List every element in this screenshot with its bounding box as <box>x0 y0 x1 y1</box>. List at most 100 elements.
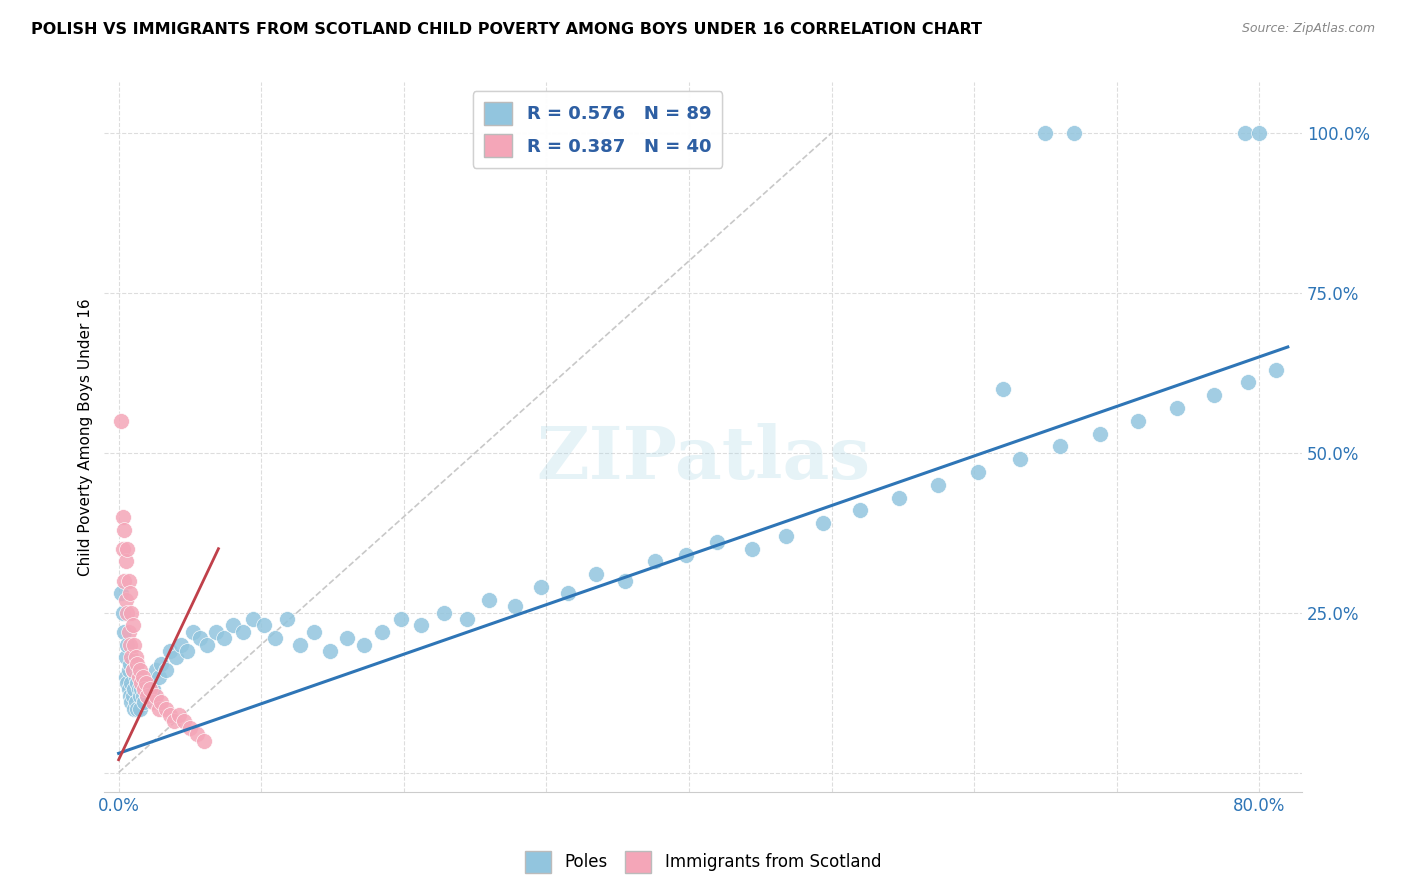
Point <box>557 586 579 600</box>
Point <box>991 382 1014 396</box>
Point <box>456 612 478 626</box>
Point <box>122 663 145 677</box>
Point <box>1063 126 1085 140</box>
Point <box>371 624 394 639</box>
Point <box>195 638 218 652</box>
Point <box>336 632 359 646</box>
Point <box>530 580 553 594</box>
Point <box>173 714 195 729</box>
Point <box>121 606 143 620</box>
Point <box>118 586 141 600</box>
Point <box>117 663 139 677</box>
Point <box>129 689 152 703</box>
Point <box>121 676 143 690</box>
Point <box>124 701 146 715</box>
Point <box>111 541 134 556</box>
Point <box>706 535 728 549</box>
Point <box>148 701 170 715</box>
Point <box>122 618 145 632</box>
Point <box>117 574 139 588</box>
Point <box>318 644 340 658</box>
Point <box>134 682 156 697</box>
Point <box>139 682 162 697</box>
Point <box>128 670 150 684</box>
Point <box>478 592 501 607</box>
Point <box>128 682 150 697</box>
Point <box>118 657 141 671</box>
Point <box>849 503 872 517</box>
Point <box>1234 126 1257 140</box>
Point <box>129 663 152 677</box>
Point <box>114 670 136 684</box>
Point <box>1237 376 1260 390</box>
Point <box>409 618 432 632</box>
Point <box>253 618 276 632</box>
Point <box>125 670 148 684</box>
Point <box>110 414 132 428</box>
Point <box>644 554 666 568</box>
Point <box>232 624 254 639</box>
Point <box>181 624 204 639</box>
Point <box>811 516 834 530</box>
Point <box>222 618 245 632</box>
Point <box>389 612 412 626</box>
Point <box>132 670 155 684</box>
Point <box>114 650 136 665</box>
Point <box>127 657 149 671</box>
Text: ZIPatlas: ZIPatlas <box>536 423 870 493</box>
Point <box>122 689 145 703</box>
Point <box>117 624 139 639</box>
Point <box>204 624 226 639</box>
Point <box>170 638 193 652</box>
Point <box>111 606 134 620</box>
Point <box>121 695 143 709</box>
Point <box>122 663 145 677</box>
Point <box>1202 388 1225 402</box>
Point <box>112 624 135 639</box>
Point <box>132 689 155 703</box>
Legend: Poles, Immigrants from Scotland: Poles, Immigrants from Scotland <box>519 845 887 880</box>
Point <box>139 676 162 690</box>
Point <box>613 574 636 588</box>
Point <box>124 682 146 697</box>
Point <box>212 632 235 646</box>
Point <box>176 644 198 658</box>
Point <box>129 701 152 715</box>
Text: POLISH VS IMMIGRANTS FROM SCOTLAND CHILD POVERTY AMONG BOYS UNDER 16 CORRELATION: POLISH VS IMMIGRANTS FROM SCOTLAND CHILD… <box>31 22 981 37</box>
Point <box>136 689 159 703</box>
Point <box>135 682 157 697</box>
Point <box>142 695 165 709</box>
Point <box>159 644 181 658</box>
Point <box>131 682 153 697</box>
Point <box>125 650 148 665</box>
Point <box>145 663 167 677</box>
Point <box>115 676 138 690</box>
Point <box>163 714 186 729</box>
Point <box>741 541 763 556</box>
Point <box>775 529 797 543</box>
Point <box>127 676 149 690</box>
Point <box>967 465 990 479</box>
Point <box>150 695 173 709</box>
Point <box>155 663 177 677</box>
Point <box>150 657 173 671</box>
Point <box>675 548 697 562</box>
Point <box>1166 401 1188 415</box>
Point <box>115 638 138 652</box>
Point <box>118 638 141 652</box>
Point <box>159 708 181 723</box>
Point <box>125 695 148 709</box>
Point <box>135 676 157 690</box>
Point <box>142 682 165 697</box>
Point <box>1035 126 1057 140</box>
Y-axis label: Child Poverty Among Boys Under 16: Child Poverty Among Boys Under 16 <box>79 298 93 575</box>
Text: Source: ZipAtlas.com: Source: ZipAtlas.com <box>1241 22 1375 36</box>
Point <box>1265 362 1288 376</box>
Point <box>165 650 187 665</box>
Point <box>114 592 136 607</box>
Point <box>288 638 311 652</box>
Point <box>110 586 132 600</box>
Point <box>134 695 156 709</box>
Point <box>112 574 135 588</box>
Point <box>1126 414 1149 428</box>
